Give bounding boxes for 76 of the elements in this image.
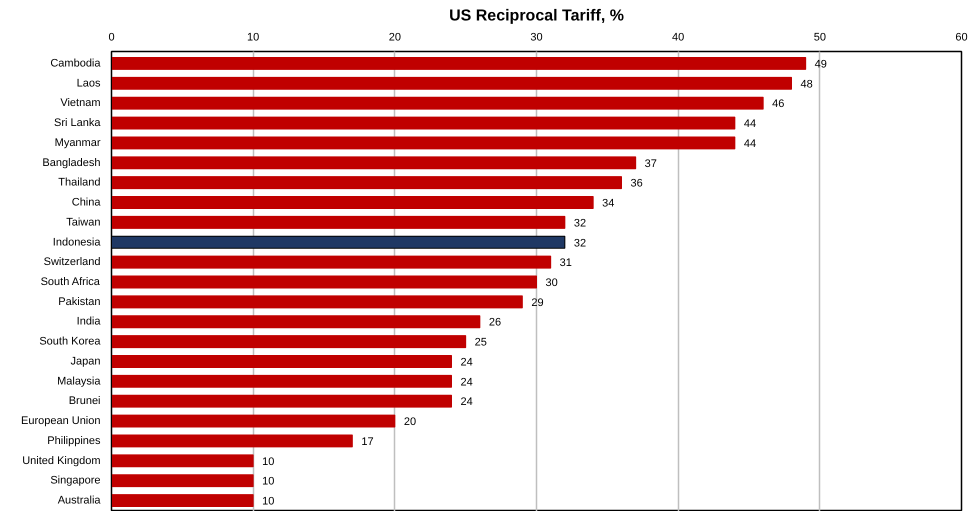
- x-tick-label: 60: [955, 32, 968, 44]
- data-label: 44: [744, 118, 756, 130]
- data-label: 49: [814, 58, 827, 70]
- bar: [112, 394, 452, 408]
- data-label: 44: [744, 138, 756, 150]
- bar: [112, 335, 466, 348]
- data-label: 30: [546, 276, 558, 289]
- data-label: 26: [488, 316, 502, 329]
- x-tick-label: 50: [814, 32, 826, 44]
- bar: [112, 216, 566, 229]
- data-label: 32: [574, 217, 586, 230]
- data-label: 46: [772, 98, 784, 110]
- y-tick-label: Sri Lanka: [54, 117, 102, 130]
- y-tick-label: South Korea: [39, 336, 102, 348]
- y-tick-label: Thailand: [58, 176, 101, 189]
- bar: [112, 434, 353, 448]
- bar: [112, 276, 537, 288]
- data-label: 32: [574, 237, 586, 250]
- data-label: 31: [560, 257, 572, 270]
- y-tick-label: Vietnam: [60, 97, 100, 110]
- data-label: 17: [361, 436, 374, 448]
- bar: [112, 56, 806, 70]
- y-tick-label: Bangladesh: [42, 156, 101, 169]
- y-tick-label: China: [72, 196, 102, 209]
- y-tick-label: Malaysia: [57, 375, 102, 388]
- data-label: 37: [644, 158, 657, 170]
- data-label: 36: [630, 178, 643, 190]
- y-tick-label: United Kingdom: [22, 454, 101, 467]
- bar: [112, 355, 452, 368]
- y-tick-label: Brunei: [68, 395, 100, 408]
- bar: [112, 96, 764, 110]
- data-label: 29: [531, 296, 544, 309]
- y-tick-label: Pakistan: [58, 296, 101, 308]
- data-label: 24: [460, 356, 473, 368]
- bar: [112, 374, 452, 388]
- y-tick-label: India: [76, 316, 102, 328]
- x-tick-label: 30: [530, 32, 543, 44]
- bar: [112, 295, 523, 308]
- bar: [112, 474, 254, 488]
- x-tick-label: 40: [672, 32, 684, 44]
- y-tick-label: Australia: [58, 494, 102, 507]
- bar: [112, 76, 792, 90]
- bar: [112, 196, 594, 209]
- x-tick-label: 0: [108, 32, 115, 44]
- bar: [112, 136, 736, 150]
- bar: [112, 176, 622, 190]
- bar: [112, 256, 552, 269]
- bar: [112, 156, 636, 170]
- y-tick-label: European Union: [20, 415, 101, 428]
- bar: [112, 315, 480, 328]
- y-tick-label: Laos: [76, 77, 101, 90]
- data-label: 10: [262, 476, 274, 488]
- data-label: 10: [262, 496, 274, 508]
- y-tick-label: Japan: [70, 355, 101, 368]
- y-tick-label: Singapore: [50, 474, 101, 487]
- data-label: 48: [800, 78, 813, 90]
- y-tick-label: Philippines: [47, 434, 101, 447]
- bar: [112, 116, 736, 130]
- data-label: 24: [460, 376, 473, 388]
- data-label: 25: [474, 336, 487, 349]
- y-tick-label: Myanmar: [54, 136, 101, 149]
- data-label: 34: [602, 198, 614, 210]
- y-tick-label: Indonesia: [52, 236, 102, 248]
- data-label: 20: [404, 416, 416, 428]
- y-tick-label: South Africa: [40, 276, 101, 288]
- y-tick-label: Cambodia: [50, 57, 102, 70]
- data-label: 10: [262, 456, 274, 468]
- data-label: 24: [460, 396, 473, 408]
- x-tick-label: 20: [388, 32, 401, 44]
- y-tick-label: Taiwan: [66, 216, 101, 228]
- bar: [112, 414, 396, 428]
- bar: [112, 494, 254, 508]
- x-tick-label: 10: [247, 32, 260, 44]
- y-tick-label: Switzerland: [44, 256, 100, 268]
- chart-title: US Reciprocal Tariff, %: [449, 8, 624, 24]
- bar: [112, 454, 254, 468]
